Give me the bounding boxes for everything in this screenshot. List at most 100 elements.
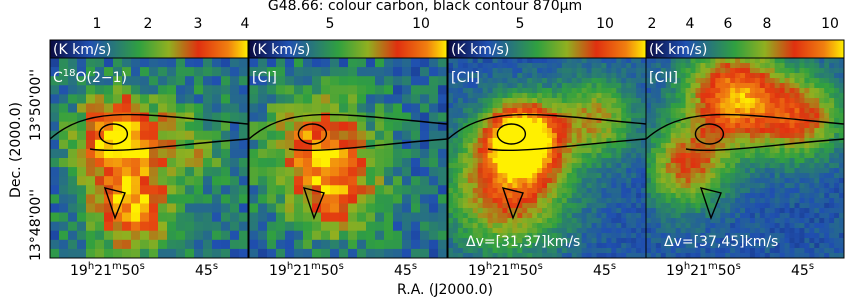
map-pixel <box>140 176 150 186</box>
map-pixel <box>780 83 785 89</box>
map-pixel <box>621 238 626 244</box>
map-pixel <box>493 98 498 104</box>
map-pixel <box>167 122 177 132</box>
map-pixel <box>587 98 592 104</box>
map-pixel <box>493 203 498 209</box>
map-pixel <box>681 93 686 99</box>
map-pixel <box>527 188 532 194</box>
map-pixel <box>59 131 69 141</box>
panel-label: [CII] <box>649 70 678 86</box>
map-pixel <box>621 188 626 194</box>
map-pixel <box>656 178 661 184</box>
map-pixel <box>294 249 304 259</box>
map-pixel <box>626 193 631 199</box>
map-pixel <box>735 63 740 69</box>
map-pixel <box>646 238 651 244</box>
map-pixel <box>522 223 527 229</box>
map-pixel <box>478 158 483 164</box>
map-pixel <box>158 231 168 241</box>
map-pixel <box>429 203 439 213</box>
map-pixel <box>95 158 105 168</box>
map-pixel <box>691 158 696 164</box>
map-pixel <box>167 167 177 177</box>
map-pixel <box>393 103 403 113</box>
map-pixel <box>705 133 710 139</box>
map-pixel <box>710 183 715 189</box>
map-pixel <box>597 68 602 74</box>
map-pixel <box>631 183 636 189</box>
map-pixel <box>95 231 105 241</box>
map-pixel <box>468 173 473 179</box>
map-pixel <box>790 108 795 114</box>
map-pixel <box>799 88 804 94</box>
map-pixel <box>814 223 819 229</box>
map-pixel <box>567 218 572 224</box>
map-pixel <box>194 203 204 213</box>
map-pixel <box>230 203 240 213</box>
map-pixel <box>562 228 567 234</box>
map-pixel <box>700 103 705 109</box>
map-pixel <box>527 93 532 99</box>
map-pixel <box>631 153 636 159</box>
map-pixel <box>814 158 819 164</box>
map-pixel <box>473 108 478 114</box>
map-pixel <box>158 176 168 186</box>
map-pixel <box>498 78 503 84</box>
map-pixel <box>809 233 814 239</box>
map-pixel <box>606 233 611 239</box>
map-pixel <box>438 76 448 86</box>
map-pixel <box>691 123 696 129</box>
map-pixel <box>468 198 473 204</box>
map-pixel <box>626 98 631 104</box>
map-pixel <box>730 193 735 199</box>
map-pixel <box>676 108 681 114</box>
map-pixel <box>745 153 750 159</box>
map-pixel <box>834 88 839 94</box>
map-pixel <box>597 183 602 189</box>
map-pixel <box>68 131 78 141</box>
map-pixel <box>819 113 824 119</box>
map-pixel <box>780 238 785 244</box>
map-pixel <box>498 168 503 174</box>
map-pixel <box>691 88 696 94</box>
map-pixel <box>829 103 834 109</box>
map-pixel <box>740 133 745 139</box>
map-pixel <box>656 163 661 169</box>
map-pixel <box>453 173 458 179</box>
map-pixel <box>131 158 141 168</box>
map-pixel <box>203 194 213 204</box>
map-pixel <box>303 231 313 241</box>
map-pixel <box>691 73 696 79</box>
map-pixel <box>745 203 750 209</box>
map-pixel <box>557 153 562 159</box>
map-pixel <box>522 213 527 219</box>
map-pixel <box>77 103 87 113</box>
map-pixel <box>547 228 552 234</box>
map-pixel <box>621 148 626 154</box>
map-pixel <box>221 158 231 168</box>
map-pixel <box>478 93 483 99</box>
map-pixel <box>700 88 705 94</box>
map-pixel <box>420 203 430 213</box>
map-pixel <box>68 176 78 186</box>
map-pixel <box>522 183 527 189</box>
map-pixel <box>785 83 790 89</box>
map-pixel <box>780 213 785 219</box>
map-pixel <box>478 193 483 199</box>
map-pixel <box>572 93 577 99</box>
map-pixel <box>77 167 87 177</box>
map-pixel <box>321 176 331 186</box>
panel-label-part: 18 <box>63 68 76 79</box>
map-pixel <box>330 94 340 104</box>
map-pixel <box>814 178 819 184</box>
map-pixel <box>681 173 686 179</box>
map-pixel <box>611 218 616 224</box>
map-pixel <box>582 178 587 184</box>
map-pixel <box>458 233 463 239</box>
map-pixel <box>696 173 701 179</box>
map-pixel <box>725 163 730 169</box>
map-pixel <box>661 193 666 199</box>
map-pixel <box>587 163 592 169</box>
map-pixel <box>502 168 507 174</box>
map-pixel <box>715 163 720 169</box>
